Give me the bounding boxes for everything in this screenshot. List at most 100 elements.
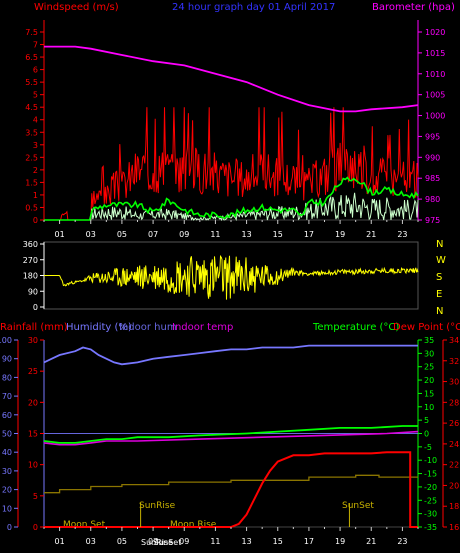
wind-x-tick-label: 01 xyxy=(54,230,64,239)
direction-tick-label: 270 xyxy=(23,256,38,265)
wind-average-line xyxy=(44,176,419,221)
dew-point-tick-label: 24 xyxy=(449,440,459,449)
temperature-tick-label: -20 xyxy=(424,483,437,492)
dew-point-tick-label: 34 xyxy=(449,336,459,345)
env-x-tick-label: 09 xyxy=(179,537,189,546)
sunrise-label: SunRise xyxy=(139,501,176,511)
humidity-tick-label: 50 xyxy=(2,430,12,439)
windspeed-tick-label: 1.5 xyxy=(25,178,38,187)
windspeed-tick-label: 5 xyxy=(33,91,38,100)
humidity-line xyxy=(43,344,418,366)
temperature-axis-title: Temperature (°C) xyxy=(312,322,399,333)
windspeed-tick-label: 0.5 xyxy=(25,203,38,212)
indoor-hum-legend: Indoor hum xyxy=(119,322,177,333)
direction-tick-label: 360 xyxy=(23,240,38,249)
humidity-tick-label: 30 xyxy=(2,467,12,476)
direction-tick-label: 90 xyxy=(28,287,38,296)
temperature-tick-label: -30 xyxy=(424,510,437,519)
compass-w: W xyxy=(436,255,446,266)
wind-gust-line xyxy=(44,107,419,221)
windspeed-tick-label: 5.5 xyxy=(25,78,38,87)
indoor-temp-line xyxy=(43,430,419,446)
barometer-tick-label: 975 xyxy=(425,216,440,225)
temperature-tick-label: -15 xyxy=(424,470,437,479)
temperature-tick-label: 0 xyxy=(424,430,429,439)
temperature-tick-label: -5 xyxy=(424,443,432,452)
temperature-tick-label: 5 xyxy=(424,416,429,425)
temperature-line xyxy=(43,425,418,444)
barometer-tick-label: 1015 xyxy=(425,49,445,58)
compass-s: S xyxy=(436,272,442,283)
windspeed-tick-label: 6.5 xyxy=(25,53,38,62)
wind-x-tick-label: 13 xyxy=(241,230,251,239)
rainfall-tick-label: 15 xyxy=(28,430,38,439)
wind-x-tick-label: 07 xyxy=(148,230,158,239)
env-x-tick-label: 07 xyxy=(148,537,158,546)
temperature-tick-label: 20 xyxy=(424,376,434,385)
chart-panels: 0 0.5 1 1.5 2 2.5 3 3.5 4 4.5 5 5.5 6 6.5 7 7.5 975 980 98… xyxy=(0,20,459,546)
wind-x-tick-label: 11 xyxy=(210,230,220,239)
wind-x-tick-label: 19 xyxy=(335,230,345,239)
rainfall-tick-label: 0 xyxy=(33,523,38,532)
dew-point-tick-label: 22 xyxy=(449,461,459,470)
sunset-label: SunSet xyxy=(342,501,374,511)
moon-rise-label: Moon Rise xyxy=(170,520,217,530)
barometer-tick-label: 1000 xyxy=(425,112,445,121)
humidity-tick-label: 0 xyxy=(7,523,12,532)
rainfall-tick-label: 25 xyxy=(28,367,38,376)
dew-point-tick-label: 30 xyxy=(449,378,459,387)
windspeed-tick-label: 3 xyxy=(33,141,38,150)
humidity-tick-label: 90 xyxy=(2,355,12,364)
env-x-tick-label: 05 xyxy=(117,537,127,546)
rainfall-tick-label: 20 xyxy=(28,398,38,407)
indoor-temp-legend: Indoor temp xyxy=(172,322,233,333)
direction-tick-label: 180 xyxy=(23,272,38,281)
env-x-tick-label: 23 xyxy=(397,537,407,546)
windspeed-tick-label: 0 xyxy=(33,216,38,225)
windspeed-tick-label: 6 xyxy=(33,66,38,75)
wind-x-tick-label: 23 xyxy=(397,230,407,239)
barometer-axis-title: Barometer (hpa) xyxy=(372,2,455,13)
windspeed-tick-label: 4.5 xyxy=(25,103,38,112)
direction-tick-label: 0 xyxy=(33,303,38,312)
windspeed-tick-label: 4 xyxy=(33,116,38,125)
humidity-tick-label: 60 xyxy=(2,411,12,420)
windspeed-tick-label: 2 xyxy=(33,166,38,175)
windspeed-tick-label: 3.5 xyxy=(25,128,38,137)
humidity-tick-label: 40 xyxy=(2,448,12,457)
humidity-tick-label: 70 xyxy=(2,392,12,401)
env-x-tick-label: 21 xyxy=(366,537,376,546)
humidity-tick-label: 10 xyxy=(2,504,12,513)
dew-point-tick-label: 32 xyxy=(449,357,459,366)
windspeed-axis-title: Windspeed (m/s) xyxy=(34,2,119,13)
barometer-tick-label: 1005 xyxy=(425,91,445,100)
rainfall-tick-label: 5 xyxy=(33,492,38,501)
barometer-tick-label: 985 xyxy=(425,174,440,183)
barometer-tick-label: 980 xyxy=(425,195,440,204)
barometer-tick-label: 1010 xyxy=(425,70,445,79)
wind-x-tick-label: 17 xyxy=(304,230,314,239)
wind-direction-line xyxy=(44,254,419,300)
env-x-tick-label: 01 xyxy=(54,537,64,546)
wind-light-line xyxy=(44,192,419,222)
humidity-axis-title: Humidity (%) xyxy=(66,322,132,333)
dew-point-tick-label: 16 xyxy=(449,523,459,532)
temperature-tick-label: 35 xyxy=(424,336,434,345)
compass-n-top: N xyxy=(436,239,443,250)
rainfall-axis-title: Rainfall (mm) xyxy=(0,322,68,333)
rainfall-tick-label: 10 xyxy=(28,461,38,470)
temperature-tick-label: 10 xyxy=(424,403,434,412)
env-x-tick-label: 11 xyxy=(210,537,220,546)
dew-point-axis-title: Dew Point (°C) xyxy=(393,322,460,333)
env-x-tick-label: 03 xyxy=(86,537,96,546)
temperature-tick-label: 30 xyxy=(424,349,434,358)
compass-n-bottom: N xyxy=(436,306,443,317)
env-x-tick-label: 17 xyxy=(304,537,314,546)
windspeed-tick-label: 7.5 xyxy=(25,28,38,37)
windspeed-tick-label: 1 xyxy=(33,191,38,200)
wind-x-tick-label: 03 xyxy=(86,230,96,239)
barometer-tick-label: 995 xyxy=(425,132,440,141)
graph-title: 24 hour graph day 01 April 2017 xyxy=(172,2,335,13)
env-x-tick-label: 19 xyxy=(335,537,345,546)
humidity-tick-label: 80 xyxy=(2,373,12,382)
